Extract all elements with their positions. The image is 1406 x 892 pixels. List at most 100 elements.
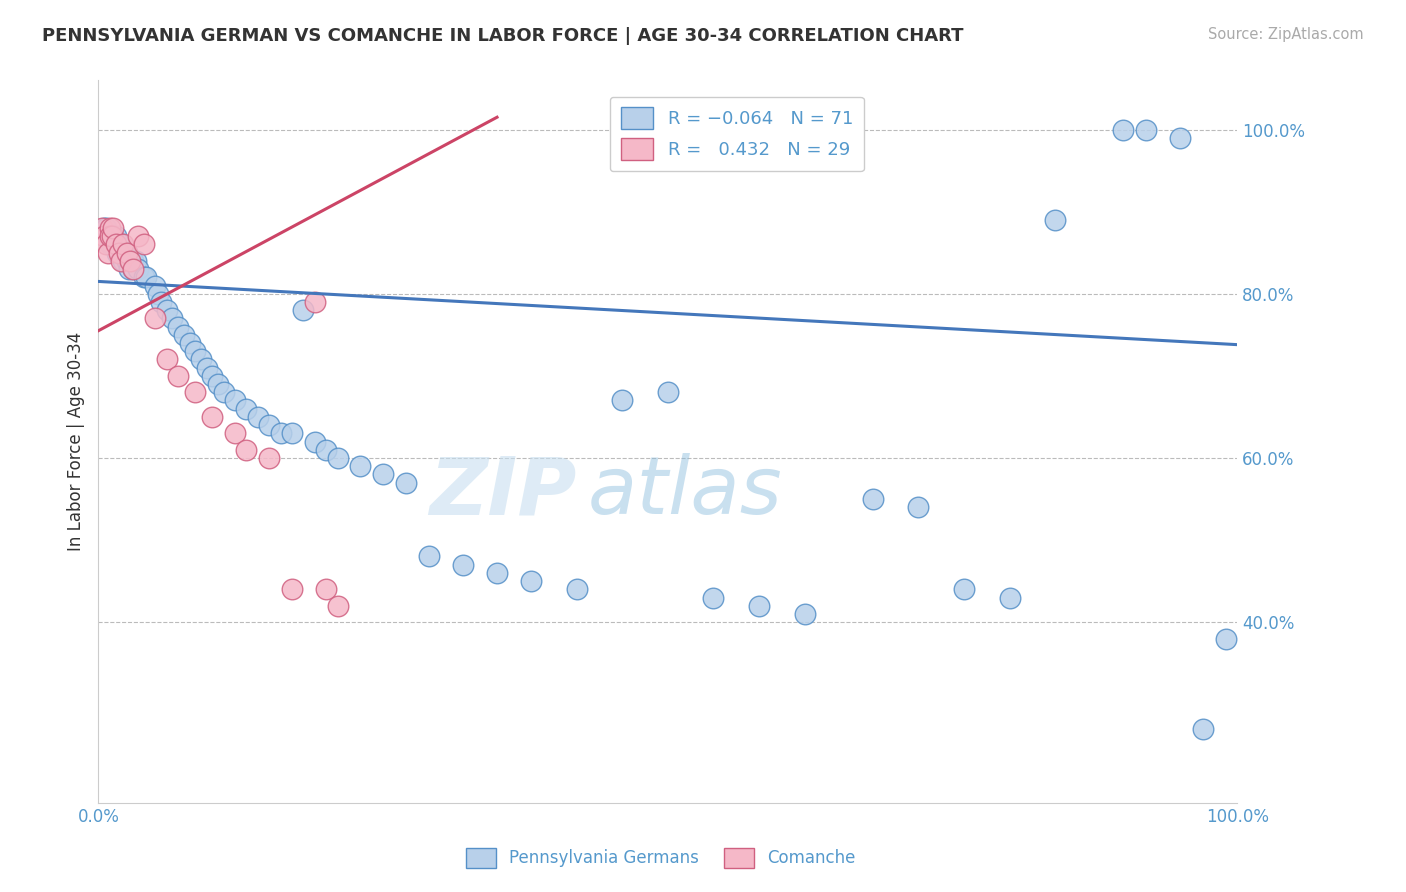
- Point: [224, 393, 246, 408]
- Point: [110, 253, 132, 268]
- Point: [101, 229, 124, 244]
- Point: [190, 352, 212, 367]
- Point: [127, 229, 149, 244]
- Point: [235, 442, 257, 457]
- Point: [862, 491, 884, 506]
- Point: [104, 229, 127, 244]
- Point: [907, 500, 929, 515]
- Point: [173, 327, 195, 342]
- Point: [103, 229, 125, 244]
- Point: [179, 336, 201, 351]
- Point: [184, 385, 207, 400]
- Point: [304, 295, 326, 310]
- Point: [184, 344, 207, 359]
- Point: [101, 237, 124, 252]
- Text: Source: ZipAtlas.com: Source: ZipAtlas.com: [1208, 27, 1364, 42]
- Point: [110, 237, 132, 252]
- Point: [115, 253, 138, 268]
- Point: [93, 229, 115, 244]
- Point: [98, 229, 121, 244]
- Point: [145, 278, 167, 293]
- Point: [98, 221, 121, 235]
- Point: [156, 303, 179, 318]
- Point: [146, 286, 169, 301]
- Point: [96, 245, 118, 260]
- Point: [115, 245, 138, 260]
- Point: [246, 409, 269, 424]
- Point: [1170, 130, 1192, 145]
- Point: [115, 245, 138, 260]
- Point: [110, 245, 132, 260]
- Point: [657, 385, 679, 400]
- Text: atlas: atlas: [588, 453, 783, 531]
- Point: [281, 582, 304, 597]
- Point: [127, 262, 149, 277]
- Point: [195, 360, 218, 375]
- Point: [1112, 122, 1135, 136]
- Point: [235, 401, 257, 416]
- Point: [998, 591, 1021, 605]
- Point: [612, 393, 634, 408]
- Point: [121, 253, 143, 268]
- Point: [281, 426, 304, 441]
- Legend: R = −0.064   N = 71, R =   0.432   N = 29: R = −0.064 N = 71, R = 0.432 N = 29: [610, 96, 863, 171]
- Point: [112, 245, 135, 260]
- Point: [112, 253, 135, 268]
- Point: [167, 368, 190, 383]
- Point: [96, 237, 118, 252]
- Point: [96, 221, 118, 235]
- Point: [105, 245, 128, 260]
- Point: [451, 558, 474, 572]
- Point: [156, 352, 179, 367]
- Point: [1043, 212, 1066, 227]
- Point: [108, 237, 131, 252]
- Point: [371, 467, 394, 482]
- Point: [953, 582, 976, 597]
- Y-axis label: In Labor Force | Age 30-34: In Labor Force | Age 30-34: [66, 332, 84, 551]
- Point: [201, 409, 224, 424]
- Point: [93, 221, 115, 235]
- Point: [520, 574, 543, 588]
- Point: [1215, 632, 1237, 646]
- Point: [121, 262, 143, 277]
- Point: [259, 418, 281, 433]
- Point: [121, 262, 143, 277]
- Point: [167, 319, 190, 334]
- Point: [259, 450, 281, 465]
- Point: [132, 270, 155, 285]
- Point: [793, 607, 815, 621]
- Point: [103, 221, 125, 235]
- Point: [1192, 722, 1215, 736]
- Point: [98, 229, 121, 244]
- Point: [565, 582, 588, 597]
- Point: [315, 582, 337, 597]
- Point: [201, 368, 224, 383]
- Point: [98, 237, 121, 252]
- Point: [304, 434, 326, 449]
- Point: [104, 237, 127, 252]
- Point: [702, 591, 724, 605]
- Point: [224, 426, 246, 441]
- Point: [1135, 122, 1157, 136]
- Point: [90, 221, 112, 235]
- Point: [145, 311, 167, 326]
- Point: [150, 295, 173, 310]
- Point: [326, 599, 349, 613]
- Legend: Pennsylvania Germans, Comanche: Pennsylvania Germans, Comanche: [460, 841, 862, 875]
- Point: [748, 599, 770, 613]
- Point: [207, 377, 229, 392]
- Point: [326, 450, 349, 465]
- Point: [112, 237, 135, 252]
- Point: [125, 253, 148, 268]
- Point: [120, 253, 142, 268]
- Point: [486, 566, 509, 580]
- Point: [108, 245, 131, 260]
- Point: [395, 475, 418, 490]
- Point: [212, 385, 235, 400]
- Point: [132, 237, 155, 252]
- Point: [135, 270, 157, 285]
- Point: [292, 303, 315, 318]
- Point: [315, 442, 337, 457]
- Text: PENNSYLVANIA GERMAN VS COMANCHE IN LABOR FORCE | AGE 30-34 CORRELATION CHART: PENNSYLVANIA GERMAN VS COMANCHE IN LABOR…: [42, 27, 963, 45]
- Point: [97, 229, 120, 244]
